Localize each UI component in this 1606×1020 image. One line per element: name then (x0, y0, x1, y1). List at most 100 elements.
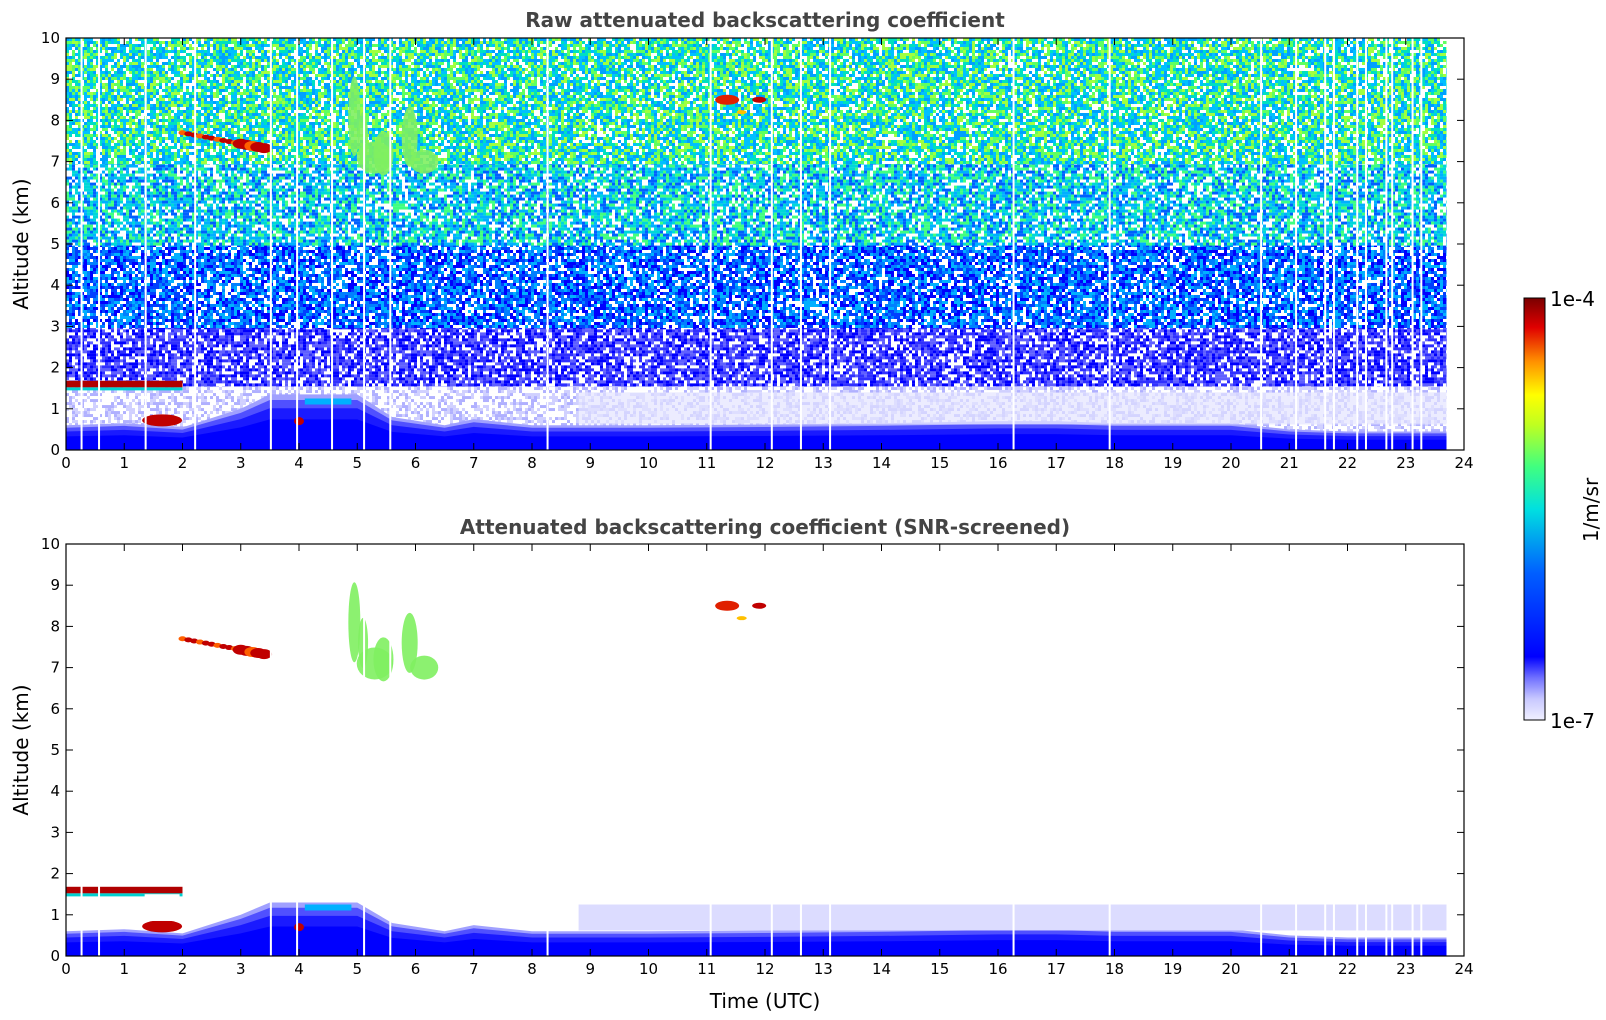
x-tick-label: 1 (119, 960, 129, 978)
x-tick-label: 0 (61, 454, 71, 472)
y-tick-label: 4 (50, 276, 60, 294)
x-tick-label: 19 (1163, 454, 1182, 472)
y-tick-label: 6 (50, 194, 60, 212)
x-tick-label: 8 (527, 454, 537, 472)
y-tick-label: 3 (50, 317, 60, 335)
y-tick-label: 5 (50, 741, 60, 759)
x-tick-label: 21 (1280, 454, 1299, 472)
pbl-cloud (142, 920, 182, 932)
x-tick-label: 7 (469, 960, 479, 978)
x-tick-label: 4 (294, 960, 304, 978)
low-cloud-layer (66, 381, 183, 388)
mid-cloud-secondary (752, 603, 766, 609)
x-tick-label: 17 (1047, 960, 1066, 978)
x-tick-label: 18 (1105, 960, 1124, 978)
y-tick-label: 8 (50, 111, 60, 129)
x-tick-label: 21 (1280, 960, 1299, 978)
raw-y-axis-label: Altitude (km) (9, 178, 33, 309)
x-tick-label: 10 (639, 454, 658, 472)
colorbar-min-label: 1e-7 (1550, 709, 1595, 733)
y-tick-label: 7 (50, 153, 60, 171)
x-tick-label: 18 (1105, 454, 1124, 472)
mid-cloud-secondary (752, 97, 766, 103)
x-tick-label: 22 (1338, 454, 1357, 472)
x-tick-label: 13 (814, 960, 833, 978)
x-tick-label: 14 (872, 960, 891, 978)
y-tick-label: 7 (50, 659, 60, 677)
screened-panel: Attenuated backscattering coefficient (S… (9, 515, 1474, 1013)
y-tick-label: 6 (50, 700, 60, 718)
pbl-cloud (142, 414, 182, 426)
x-tick-label: 19 (1163, 960, 1182, 978)
x-tick-label: 15 (930, 454, 949, 472)
y-tick-label: 4 (50, 782, 60, 800)
x-tick-label: 16 (988, 960, 1007, 978)
x-tick-label: 7 (469, 454, 479, 472)
x-tick-label: 14 (872, 454, 891, 472)
x-tick-label: 22 (1338, 960, 1357, 978)
y-tick-label: 0 (50, 947, 60, 965)
colorbar: 1e-4 1e-7 1/m/sr (1524, 287, 1603, 733)
screened-plot-area (66, 544, 1464, 956)
data-gaps (81, 544, 1423, 956)
cirrus-cloud-cell (256, 649, 272, 659)
x-tick-label: 11 (697, 960, 716, 978)
y-tick-label: 0 (50, 441, 60, 459)
x-tick-label: 5 (352, 960, 362, 978)
x-tick-label: 23 (1396, 960, 1415, 978)
x-tick-label: 2 (178, 960, 188, 978)
x-tick-label: 24 (1454, 454, 1473, 472)
aerosol-layer (348, 582, 438, 681)
y-tick-label: 1 (50, 400, 60, 418)
mid-cloud-fringe (737, 616, 747, 620)
colorbar-unit-label: 1/m/sr (1579, 477, 1603, 542)
y-tick-label: 2 (50, 865, 60, 883)
x-tick-label: 0 (61, 960, 71, 978)
x-tick-label: 24 (1454, 960, 1473, 978)
colorbar-gradient (1524, 298, 1545, 720)
low-cloud-edge (66, 387, 183, 390)
x-tick-label: 16 (988, 454, 1007, 472)
x-tick-label: 17 (1047, 454, 1066, 472)
screened-gap (145, 894, 180, 921)
x-tick-label: 1 (119, 454, 129, 472)
x-tick-label: 10 (639, 960, 658, 978)
x-tick-label: 12 (755, 960, 774, 978)
y-tick-label: 10 (41, 535, 60, 553)
x-tick-label: 3 (236, 454, 246, 472)
y-tick-label: 2 (50, 359, 60, 377)
x-tick-label: 6 (411, 960, 421, 978)
x-tick-label: 4 (294, 454, 304, 472)
raw-panel-title: Raw attenuated backscattering coefficien… (525, 8, 1005, 32)
x-tick-label: 11 (697, 454, 716, 472)
x-tick-label: 13 (814, 454, 833, 472)
x-tick-label: 20 (1221, 454, 1240, 472)
x-tick-label: 5 (352, 454, 362, 472)
x-tick-label: 6 (411, 454, 421, 472)
raw-plot-area (66, 38, 1464, 450)
x-tick-label: 2 (178, 454, 188, 472)
pbl-top-layer (305, 399, 352, 405)
x-tick-label: 9 (585, 454, 595, 472)
residual-layer (579, 392, 1447, 424)
screened-y-axis-label: Altitude (km) (9, 684, 33, 815)
colorbar-max-label: 1e-4 (1550, 287, 1595, 311)
y-tick-label: 5 (50, 235, 60, 253)
x-tick-label: 23 (1396, 454, 1415, 472)
cirrus-cloud-cell (256, 143, 272, 153)
x-tick-label: 3 (236, 960, 246, 978)
y-tick-label: 9 (50, 70, 60, 88)
x-axis-label: Time (UTC) (709, 989, 821, 1013)
x-tick-label: 15 (930, 960, 949, 978)
y-tick-label: 1 (50, 906, 60, 924)
x-tick-label: 12 (755, 454, 774, 472)
y-tick-label: 8 (50, 617, 60, 635)
mid-cloud-fringe (737, 110, 747, 114)
pbl-top-layer (305, 905, 352, 911)
x-tick-label: 9 (585, 960, 595, 978)
x-tick-label: 8 (527, 960, 537, 978)
y-tick-label: 10 (41, 29, 60, 47)
x-tick-label: 20 (1221, 960, 1240, 978)
residual-layer (579, 905, 1447, 931)
